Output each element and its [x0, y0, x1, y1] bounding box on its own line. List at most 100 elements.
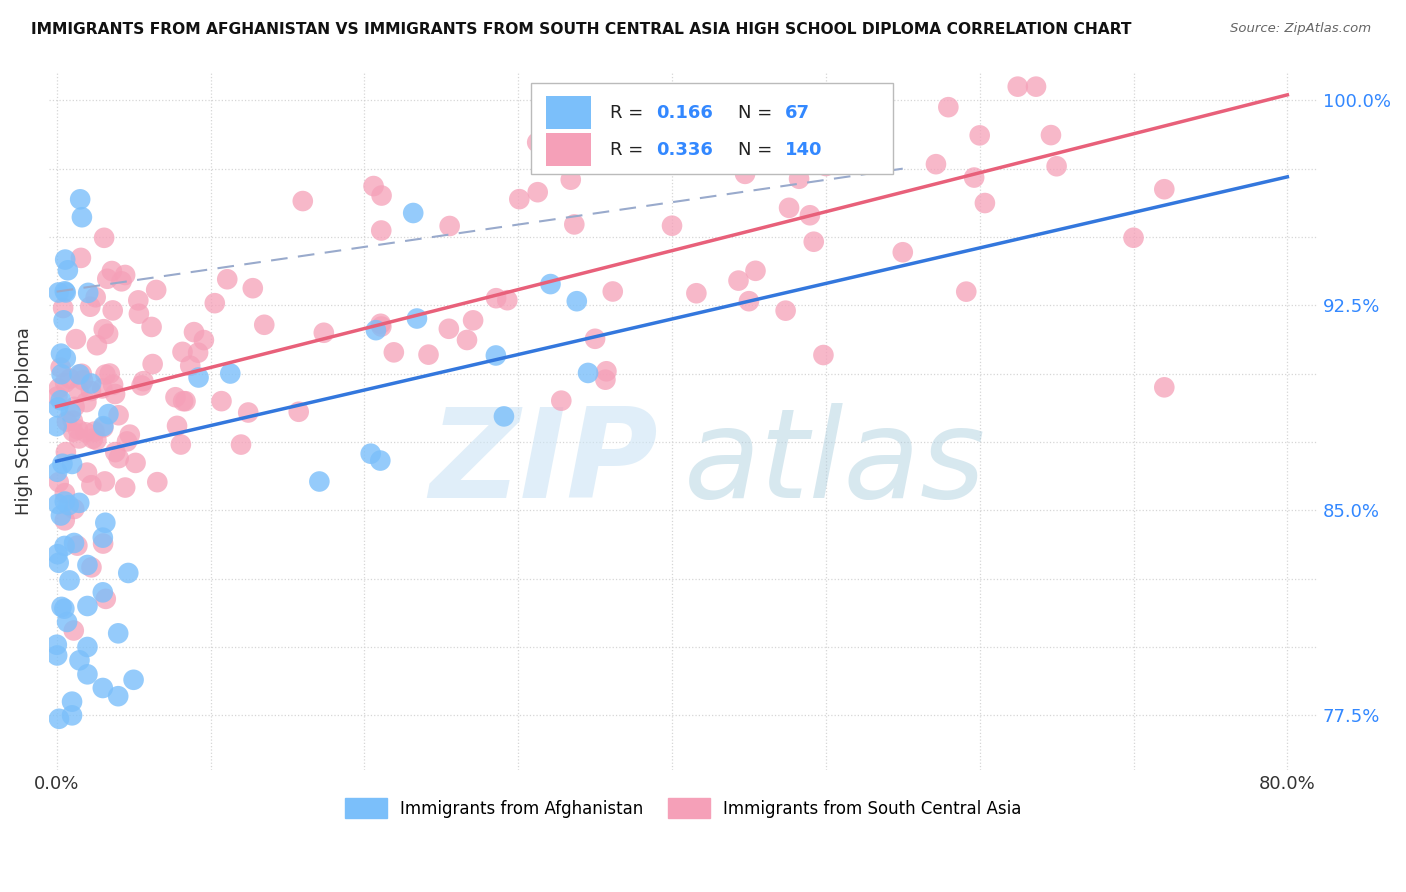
Point: [166, 418, 188, 433]
Point: [602, 285, 624, 299]
Point: [172, 394, 194, 409]
Point: [204, 296, 226, 310]
Point: [308, 475, 330, 489]
Point: [485, 349, 508, 363]
Point: [91, 536, 114, 550]
Text: R =: R =: [610, 103, 650, 121]
Point: [187, 370, 209, 384]
Point: [98, 367, 121, 381]
Point: [48, 475, 70, 490]
Point: [576, 366, 599, 380]
Point: [60, 708, 83, 723]
Point: [86, 433, 108, 447]
Point: [402, 206, 425, 220]
Point: [124, 456, 146, 470]
Point: [540, 277, 562, 291]
Point: [963, 170, 986, 185]
Point: [364, 323, 387, 337]
Point: [48, 381, 70, 395]
Point: [51, 368, 73, 382]
Point: [80, 384, 103, 398]
Point: [492, 409, 515, 424]
Point: [526, 185, 548, 199]
Point: [813, 348, 835, 362]
Legend: Immigrants from Afghanistan, Immigrants from South Central Asia: Immigrants from Afghanistan, Immigrants …: [339, 792, 1029, 824]
Point: [49, 346, 72, 360]
Point: [49, 393, 72, 408]
Point: [146, 475, 169, 490]
Point: [508, 192, 530, 206]
Point: [65, 332, 87, 346]
Point: [56, 415, 79, 429]
Point: [595, 364, 617, 378]
Point: [53, 494, 76, 508]
Point: [360, 447, 382, 461]
Point: [1007, 79, 1029, 94]
Point: [45, 638, 67, 652]
Point: [53, 252, 76, 267]
Point: [94, 368, 117, 382]
Point: [49, 360, 72, 375]
Point: [1122, 231, 1144, 245]
Point: [550, 393, 572, 408]
Point: [58, 574, 80, 588]
Point: [80, 478, 103, 492]
Point: [62, 624, 84, 638]
Text: ZIP: ZIP: [429, 403, 658, 524]
Point: [84, 290, 107, 304]
Point: [187, 345, 209, 359]
Point: [661, 219, 683, 233]
Point: [107, 451, 129, 466]
Point: [91, 681, 114, 695]
Point: [368, 453, 391, 467]
Point: [141, 320, 163, 334]
Point: [67, 384, 90, 398]
Point: [67, 368, 90, 382]
Text: R =: R =: [610, 141, 650, 159]
Point: [291, 194, 314, 208]
Point: [122, 673, 145, 687]
Point: [62, 425, 84, 439]
Point: [97, 326, 120, 341]
Point: [114, 268, 136, 282]
Point: [51, 457, 73, 471]
Point: [418, 348, 440, 362]
Point: [86, 338, 108, 352]
Point: [1153, 380, 1175, 394]
Point: [738, 294, 761, 309]
Point: [796, 136, 818, 150]
Point: [76, 466, 98, 480]
Point: [565, 294, 588, 309]
Point: [179, 359, 201, 373]
Point: [382, 345, 405, 359]
Point: [49, 508, 72, 523]
Point: [439, 219, 461, 233]
Point: [183, 325, 205, 339]
Point: [46, 401, 69, 415]
Text: Source: ZipAtlas.com: Source: ZipAtlas.com: [1230, 22, 1371, 36]
Text: 140: 140: [785, 141, 823, 159]
Point: [127, 293, 149, 308]
Point: [66, 539, 89, 553]
Point: [101, 303, 124, 318]
Text: N =: N =: [738, 103, 778, 121]
Point: [48, 285, 70, 300]
Point: [969, 128, 991, 143]
Text: 0.166: 0.166: [655, 103, 713, 121]
Point: [229, 437, 252, 451]
Point: [370, 319, 392, 334]
Point: [93, 322, 115, 336]
Point: [107, 626, 129, 640]
Point: [174, 394, 197, 409]
Point: [48, 556, 70, 570]
Point: [82, 432, 104, 446]
Point: [93, 420, 115, 434]
Point: [560, 172, 582, 186]
Point: [55, 445, 77, 459]
Point: [118, 427, 141, 442]
Point: [734, 167, 756, 181]
Point: [287, 405, 309, 419]
Point: [91, 585, 114, 599]
Point: [363, 179, 385, 194]
Point: [67, 432, 90, 446]
